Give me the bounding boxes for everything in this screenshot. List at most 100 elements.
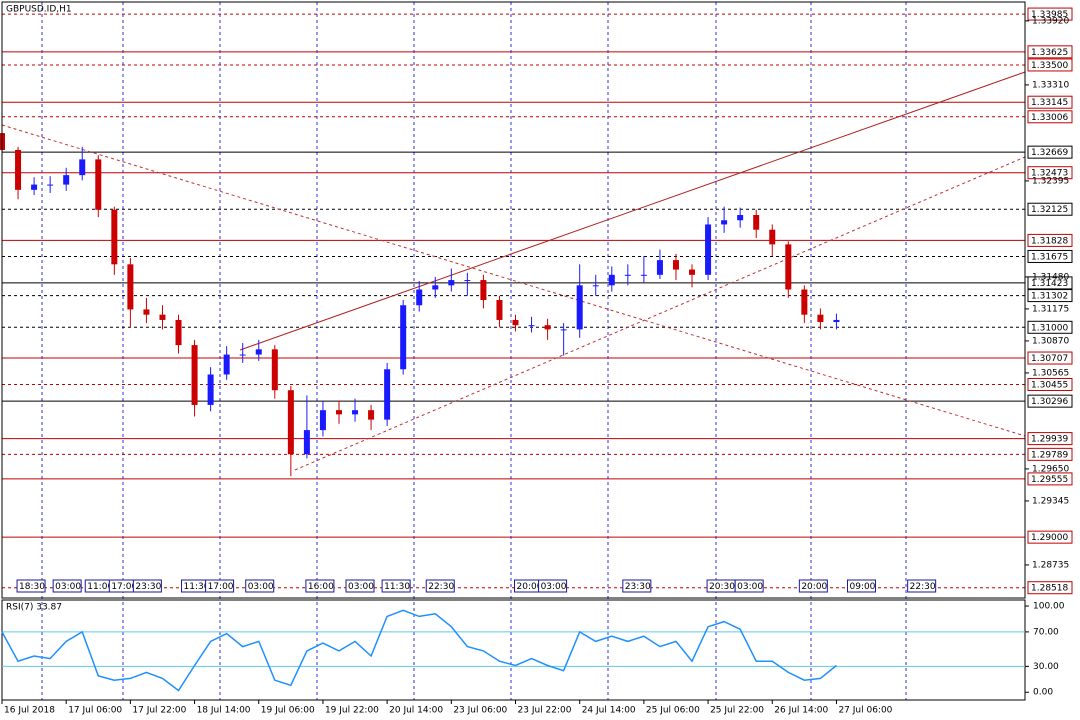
candle-body <box>705 224 712 275</box>
y-tick-label: 1.31480 <box>1032 272 1069 282</box>
time-tag: 03:00 <box>737 582 763 592</box>
level-label-box <box>1027 432 1073 446</box>
level-label-box <box>1027 249 1073 263</box>
time-tag-box <box>425 579 455 593</box>
candle-body <box>31 184 38 190</box>
candle-body <box>175 319 182 346</box>
y-tick-label: 1.33310 <box>1032 80 1069 90</box>
time-tag: 22:30 <box>428 582 454 592</box>
candle-body <box>416 289 423 306</box>
level-label: 1.32125 <box>1031 205 1068 215</box>
level-label-box <box>1027 377 1073 391</box>
x-tick-label: 23 Jul 06:00 <box>453 706 507 716</box>
y-tick-label: 1.30565 <box>1032 368 1069 378</box>
level-label: 1.31302 <box>1031 292 1068 302</box>
candle-body <box>448 280 455 286</box>
time-tag: 18:30 <box>19 582 45 592</box>
level-label-box <box>1027 58 1073 72</box>
x-tick-label: 25 Jul 22:00 <box>710 706 764 716</box>
x-tick-label: 17 Jul 22:00 <box>132 706 186 716</box>
level-label: 1.31423 <box>1031 279 1068 289</box>
candle-body <box>801 289 808 315</box>
candle-body <box>159 314 166 320</box>
level-label: 1.33145 <box>1031 98 1068 108</box>
time-tag-box <box>132 579 162 593</box>
x-tick-label: 27 Jul 06:00 <box>838 706 892 716</box>
level-label-box <box>1027 447 1073 461</box>
candle-body <box>95 159 102 210</box>
level-label: 1.30296 <box>1031 397 1068 407</box>
candle-body <box>544 325 551 330</box>
time-tag: 23:30 <box>625 582 651 592</box>
rsi-y-tick-label: 100.00 <box>1033 602 1065 612</box>
level-label: 1.30455 <box>1031 380 1068 390</box>
candle-body <box>817 314 824 323</box>
x-tick-label: 20 Jul 14:00 <box>389 706 443 716</box>
candle-body <box>769 229 776 245</box>
level-label: 1.28518 <box>1031 584 1068 594</box>
level-label: 1.31675 <box>1031 252 1068 262</box>
candle-body <box>47 184 54 186</box>
y-tick-label: 1.29345 <box>1032 496 1069 506</box>
level-label-box <box>1027 166 1073 180</box>
candle-body <box>672 260 679 270</box>
time-tag: 11:30 <box>384 582 410 592</box>
level-label-box <box>1027 45 1073 59</box>
time-tag: 11:30 <box>184 582 210 592</box>
time-tag: 20:00 <box>801 582 827 592</box>
candle-body <box>592 285 599 287</box>
trend-line <box>239 71 1026 351</box>
trend-line <box>1 124 1026 437</box>
candle-body <box>79 159 86 176</box>
chart-title: GBPUSD.ID,H1 <box>6 5 72 15</box>
level-label-box <box>1027 95 1073 109</box>
level-label-box <box>1027 581 1073 595</box>
x-tick-label: 23 Jul 22:00 <box>518 706 572 716</box>
time-tag: 03:00 <box>55 582 81 592</box>
candle-body <box>303 430 310 455</box>
time-tag-box <box>846 579 876 593</box>
time-tag-box <box>381 579 411 593</box>
candles <box>0 125 840 477</box>
y-tick-label: 1.28735 <box>1032 560 1069 570</box>
time-tag: 03:00 <box>248 582 274 592</box>
level-label: 1.29000 <box>1031 533 1068 543</box>
time-tag-box <box>305 579 335 593</box>
candle-body <box>352 410 359 415</box>
time-tag-box <box>52 579 82 593</box>
x-tick-label: 24 Jul 14:00 <box>582 706 636 716</box>
time-tag-box <box>622 579 652 593</box>
candle-body <box>335 410 342 415</box>
time-tag: 22:30 <box>910 582 936 592</box>
candle-body <box>368 410 375 420</box>
time-tag: 20:00 <box>517 582 543 592</box>
rsi-y-tick-label: 0.00 <box>1033 688 1053 698</box>
candle-body <box>432 285 439 290</box>
time-tag-box <box>345 579 375 593</box>
candle-body <box>15 149 22 190</box>
candle-body <box>271 349 278 391</box>
candle-body <box>512 319 519 326</box>
level-label-box <box>1027 7 1073 21</box>
candle-body <box>753 215 760 230</box>
candle-body <box>239 354 246 356</box>
level-label: 1.33006 <box>1031 113 1068 123</box>
candle-body <box>287 390 294 455</box>
time-tag-box <box>16 579 46 593</box>
level-label: 1.29789 <box>1031 450 1068 460</box>
time-tag: 17:00 <box>111 582 137 592</box>
candle-body <box>689 269 696 275</box>
level-label: 1.31000 <box>1031 323 1068 333</box>
candle-body <box>608 274 615 286</box>
candle-body <box>833 319 840 323</box>
time-tag: 11:00 <box>87 582 113 592</box>
y-tick-label: 1.33920 <box>1032 16 1069 26</box>
candle-body <box>127 264 134 310</box>
time-tag-box <box>798 579 828 593</box>
level-label: 1.30707 <box>1031 354 1068 364</box>
level-label-box <box>1027 276 1073 290</box>
time-tag: 16:00 <box>308 582 334 592</box>
